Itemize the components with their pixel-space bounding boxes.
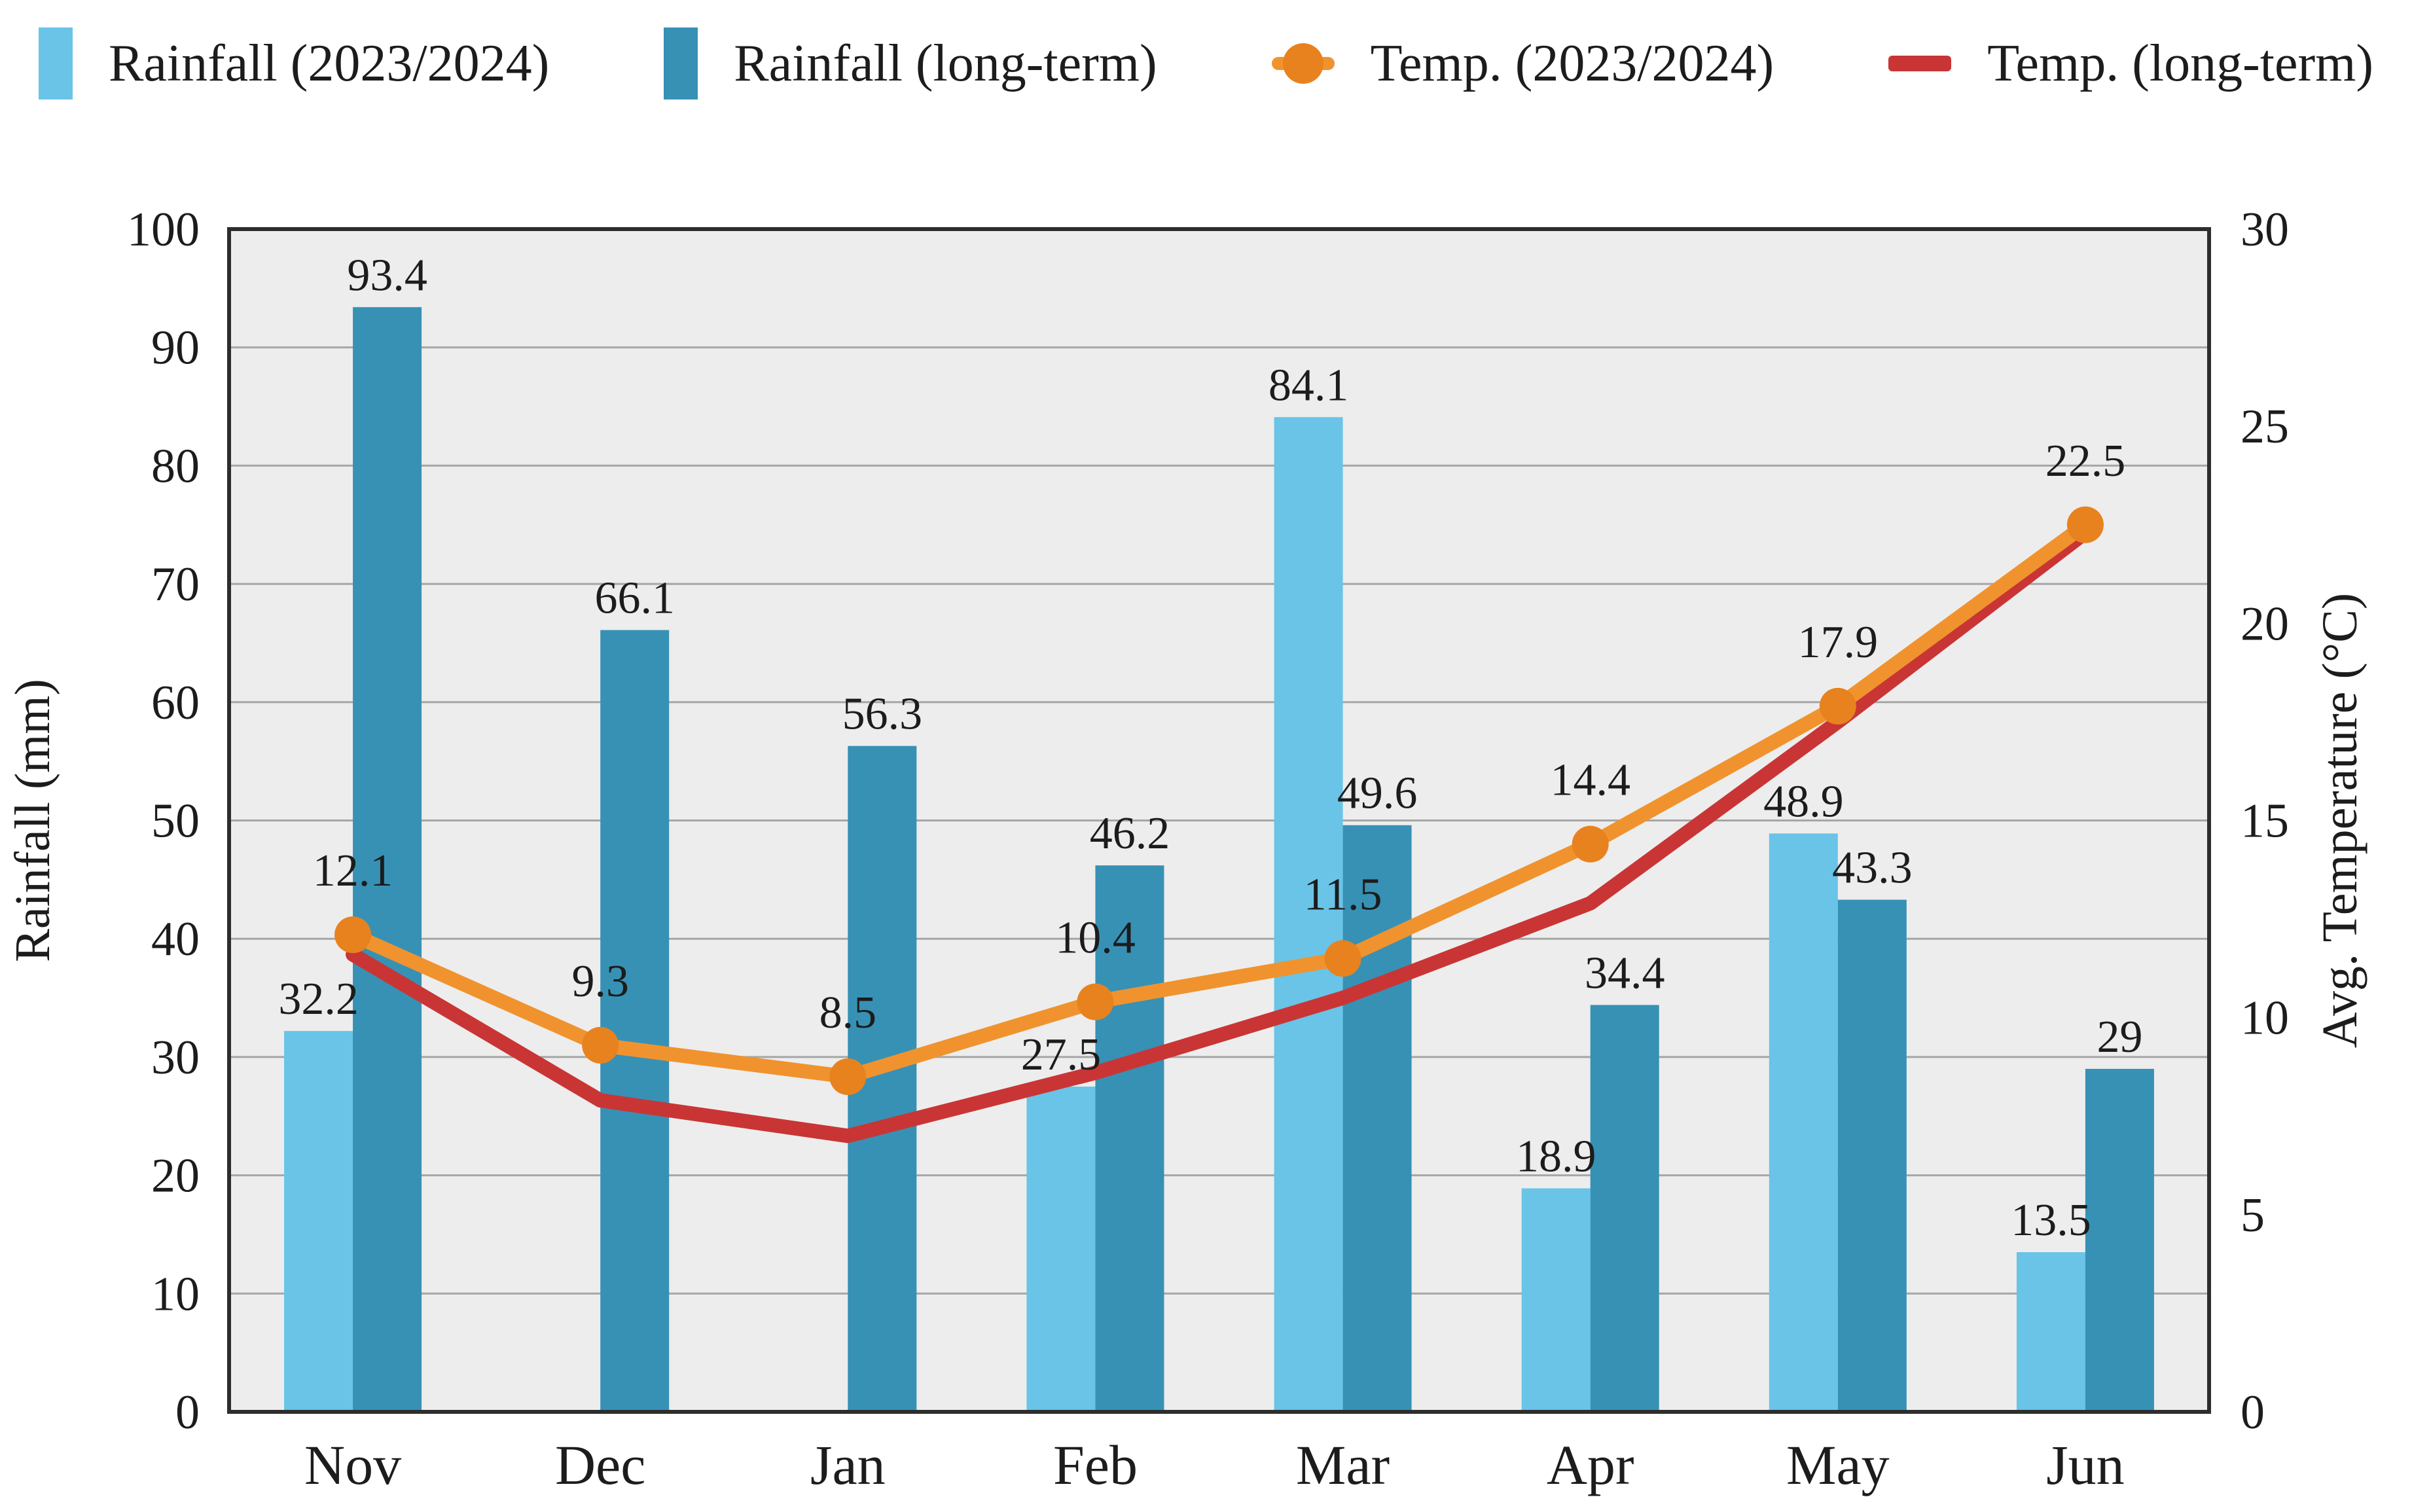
bar-rainfall-2023-2024--nov xyxy=(284,1031,353,1412)
line-temp-long-term- xyxy=(346,525,2093,1143)
bar-label-jun: 13.5 xyxy=(2011,1195,2091,1246)
temp-label-feb: 10.4 xyxy=(1055,913,1136,963)
temp-label-mar: 11.5 xyxy=(1304,869,1382,920)
left-axis-title: Rainfall (mm) xyxy=(5,679,60,962)
bar-label-may: 43.3 xyxy=(1832,843,1913,893)
right-tick-15: 15 xyxy=(2241,795,2289,848)
legend-label: Temp. (2023/2024) xyxy=(1370,34,1774,92)
bar-rainfall-2023-2024--mar xyxy=(1274,417,1343,1412)
bar-label-nov: 93.4 xyxy=(347,250,427,300)
left-tick-30: 30 xyxy=(151,1031,200,1085)
bar-rainfall-2023-2024--may xyxy=(1769,833,1838,1412)
x-tick-may: May xyxy=(1786,1433,1890,1496)
left-tick-80: 80 xyxy=(151,439,200,493)
marker-temp-2023-2024--dec xyxy=(582,1026,619,1064)
bar-label-dec: 66.1 xyxy=(594,573,675,624)
bar-label-feb: 27.5 xyxy=(1021,1030,1102,1080)
left-tick-10: 10 xyxy=(151,1267,200,1321)
x-tick-jan: Jan xyxy=(810,1433,886,1496)
x-tick-apr: Apr xyxy=(1547,1433,1634,1496)
axis-layer: 0 10 20 30 40 50 60 70 80 90 100 0 5 10 15 20 25 30 Nov Dec… xyxy=(5,203,2367,1496)
x-tick-feb: Feb xyxy=(1053,1433,1138,1496)
bar-label-nov: 32.2 xyxy=(278,974,359,1024)
temp-current-dot-icon xyxy=(1282,43,1323,84)
temp-label-apr: 14.4 xyxy=(1550,755,1630,806)
chart-legend: Rainfall (2023/2024) Rainfall (long-term… xyxy=(0,27,2412,99)
right-tick-10: 10 xyxy=(2241,992,2289,1045)
bar-label-mar: 84.1 xyxy=(1269,360,1349,410)
bar-label-jan: 56.3 xyxy=(842,689,923,740)
bar-rainfall-2023-2024--feb xyxy=(1026,1087,1096,1412)
rainfall-current-swatch-icon xyxy=(39,27,73,99)
bar-rainfall-long-term--may xyxy=(1837,899,1907,1412)
temp-label-dec: 9.3 xyxy=(571,956,629,1007)
right-tick-30: 30 xyxy=(2241,203,2289,257)
marker-temp-2023-2024--mar xyxy=(1324,940,1361,977)
left-tick-40: 40 xyxy=(151,912,200,966)
marker-temp-2023-2024--nov xyxy=(334,916,372,954)
temp-label-jun: 22.5 xyxy=(2045,436,2126,486)
left-tick-90: 90 xyxy=(151,321,200,375)
legend-item-temp-current: Temp. (2023/2024) xyxy=(1271,27,1774,99)
temp-label-may: 17.9 xyxy=(1798,617,1879,668)
marker-temp-2023-2024--jun xyxy=(2066,506,2104,543)
legend-item-temp-longterm: Temp. (long-term) xyxy=(1888,34,2373,94)
bar-rainfall-long-term--jun xyxy=(2085,1068,2154,1412)
bar-rainfall-long-term--mar xyxy=(1342,825,1412,1412)
bar-label-mar: 49.6 xyxy=(1337,768,1418,819)
legend-label: Temp. (long-term) xyxy=(1987,34,2373,92)
legend-label: Rainfall (2023/2024) xyxy=(109,34,550,92)
bar-label-feb: 46.2 xyxy=(1090,808,1170,859)
bar-rainfall-2023-2024--apr xyxy=(1521,1188,1591,1412)
legend-label: Rainfall (long-term) xyxy=(734,34,1157,92)
legend-item-rainfall-longterm: Rainfall (long-term) xyxy=(664,27,1157,99)
right-tick-25: 25 xyxy=(2241,400,2289,454)
right-tick-5: 5 xyxy=(2241,1189,2265,1242)
bar-label-jun: 29 xyxy=(2097,1012,2142,1062)
temp-label-jan: 8.5 xyxy=(819,988,877,1038)
rainfall-longterm-swatch-icon xyxy=(664,27,698,99)
x-tick-mar: Mar xyxy=(1296,1433,1390,1496)
bar-rainfall-long-term--dec xyxy=(600,630,670,1412)
legend-item-rainfall-current: Rainfall (2023/2024) xyxy=(39,27,549,99)
left-tick-60: 60 xyxy=(151,676,200,730)
right-tick-20: 20 xyxy=(2241,597,2289,651)
data-label-layer: 32.2 27.5 84.1 18.9 48.9 13.5 93.4 66.1 56.3 46.2… xyxy=(278,250,2142,1246)
marker-temp-2023-2024--may xyxy=(1819,687,1856,725)
left-tick-20: 20 xyxy=(151,1149,200,1203)
left-tick-100: 100 xyxy=(127,203,200,257)
bar-layer xyxy=(284,307,2154,1413)
x-tick-nov: Nov xyxy=(304,1433,401,1496)
left-tick-0: 0 xyxy=(175,1386,200,1439)
line-layer xyxy=(334,506,2104,1143)
marker-temp-2023-2024--apr xyxy=(1572,825,1609,863)
left-tick-50: 50 xyxy=(151,795,200,848)
bar-label-may: 48.9 xyxy=(1763,776,1844,827)
bar-rainfall-long-term--nov xyxy=(353,307,422,1413)
bar-label-apr: 34.4 xyxy=(1585,948,1665,998)
right-tick-0: 0 xyxy=(2241,1386,2265,1439)
temp-label-nov: 12.1 xyxy=(313,846,393,896)
left-tick-70: 70 xyxy=(151,558,200,611)
bar-rainfall-2023-2024--jun xyxy=(2016,1252,2085,1412)
x-tick-dec: Dec xyxy=(555,1433,645,1496)
right-axis-title: Avg. Temperature (°C) xyxy=(2313,593,2367,1048)
marker-temp-2023-2024--jan xyxy=(829,1058,867,1096)
bar-rainfall-long-term--apr xyxy=(1590,1005,1659,1412)
bar-label-apr: 18.9 xyxy=(1516,1131,1596,1181)
x-tick-jun: Jun xyxy=(2046,1433,2124,1496)
marker-temp-2023-2024--feb xyxy=(1077,983,1114,1020)
bar-rainfall-long-term--feb xyxy=(1095,865,1164,1412)
line-temp-2023-2024- xyxy=(346,517,2093,1085)
temp-current-marker-icon xyxy=(1271,27,1335,99)
temp-longterm-dash-icon xyxy=(1888,56,1952,71)
plot-frame xyxy=(227,227,2211,1414)
